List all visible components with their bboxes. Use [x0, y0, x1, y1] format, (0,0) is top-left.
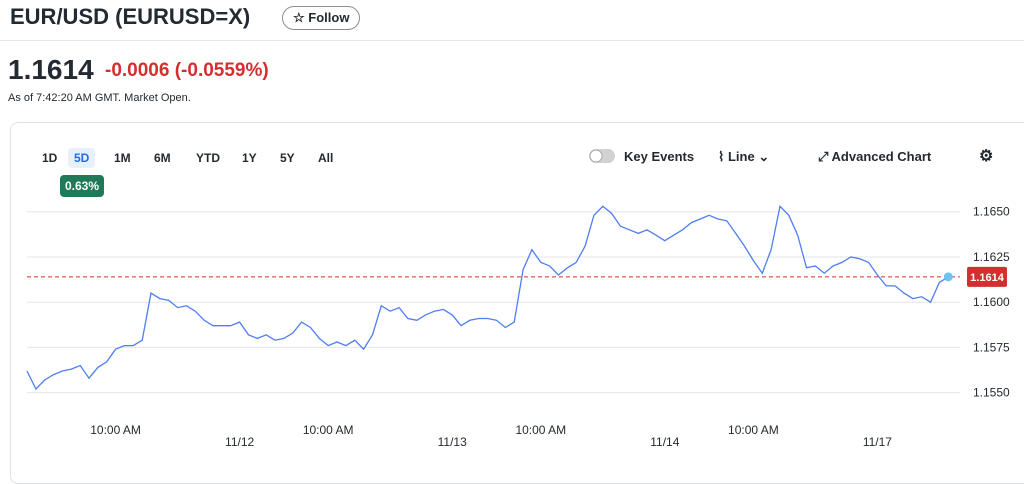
- toggle[interactable]: [588, 148, 618, 164]
- x-tick-label: 11/12: [225, 435, 254, 449]
- advanced-chart-label[interactable]: Advanced Chart: [831, 149, 932, 164]
- range-tab[interactable]: All: [318, 151, 334, 165]
- price-change: -0.0006 (-0.0559%): [105, 60, 269, 81]
- range-tab[interactable]: YTD: [196, 151, 220, 165]
- price-line: [26, 204, 949, 391]
- settings[interactable]: ⚙: [979, 148, 994, 165]
- range-tab[interactable]: 1Y: [242, 151, 257, 165]
- x-tick-label: 11/17: [863, 435, 892, 449]
- x-tick-label: 10:00 AM: [303, 423, 354, 437]
- last-point: [943, 272, 953, 282]
- x-tick-label: 10:00 AM: [90, 423, 141, 437]
- y-tick-label: 1.1600: [973, 295, 1010, 309]
- advanced-chart[interactable]: ⤢ Advanced Chart: [818, 149, 932, 164]
- range-change: 0.63%: [60, 175, 105, 197]
- key-events[interactable]: Key Events: [624, 149, 695, 164]
- y-tick-label: 1.1575: [973, 340, 1010, 354]
- last-price-label: 1.1614: [970, 272, 1005, 284]
- y-tick-label: 1.1650: [973, 205, 1010, 219]
- x-tick-label: 10:00 AM: [515, 423, 566, 437]
- price: 1.1614: [8, 54, 94, 85]
- follow-button[interactable]: ☆ Follow: [282, 6, 361, 30]
- last-price-badge: [967, 266, 1007, 287]
- page: EUR/USD (EURUSD=X) ☆ Follow 1.1614 -0.00…: [0, 4, 1024, 484]
- x-tick-label: 11/13: [438, 435, 467, 449]
- divider: [0, 40, 1024, 41]
- title: EUR/USD (EURUSD=X): [10, 4, 251, 29]
- chart: 1.1550 1.1575 1.1600 1.1625 1.1650 10:00 AM 11…: [26, 204, 1010, 449]
- range-tab[interactable]: 1D: [42, 151, 58, 165]
- line-label[interactable]: Line: [727, 149, 755, 164]
- y-tick-label: 1.1550: [973, 386, 1010, 400]
- y-tick-label: 1.1625: [973, 250, 1010, 264]
- x-tick-label: 10:00 AM: [728, 423, 779, 437]
- range-tab[interactable]: 6M: [154, 151, 171, 165]
- follow-label[interactable]: Follow: [308, 10, 350, 25]
- line-menu[interactable]: ⌇ Line ⌄: [718, 149, 770, 164]
- range-tab[interactable]: 1M: [114, 151, 131, 165]
- timestamp: As of 7:42:20 AM GMT. Market Open.: [8, 92, 191, 104]
- range-tab[interactable]: 5D: [68, 148, 96, 168]
- x-tick-label: 11/14: [650, 435, 679, 449]
- range-tab[interactable]: 5Y: [280, 151, 295, 165]
